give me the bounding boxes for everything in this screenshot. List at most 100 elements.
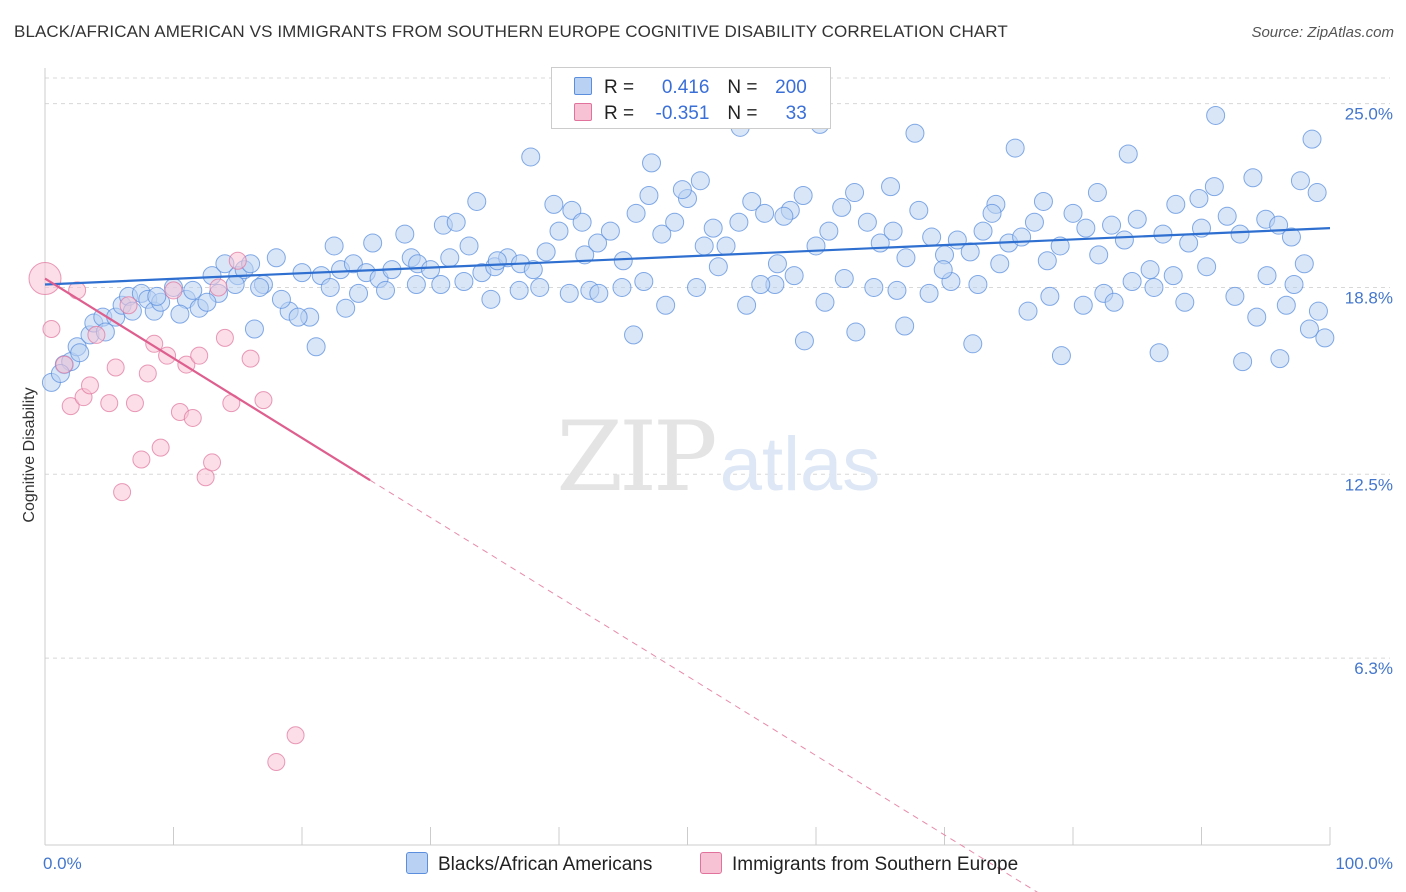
y-tick-labels: 6.3% 12.5% 18.8% 25.0% xyxy=(1345,105,1393,679)
data-point-blacks xyxy=(819,221,839,241)
data-point-blacks xyxy=(1040,286,1060,306)
data-point-blacks xyxy=(1005,138,1025,158)
data-point-blacks xyxy=(895,316,915,336)
data-point-blacks xyxy=(421,260,440,280)
data-point-blacks xyxy=(1050,236,1070,256)
data-point-blacks xyxy=(440,248,460,268)
data-point-blacks xyxy=(708,257,728,277)
data-point-blacks xyxy=(572,212,592,232)
data-point-blacks xyxy=(751,274,771,294)
data-point-blacks xyxy=(864,277,884,297)
data-point-immigrants xyxy=(215,328,234,347)
legend-swatch-blue xyxy=(574,77,592,95)
data-point-blacks xyxy=(784,266,804,286)
data-point-blacks xyxy=(266,248,286,268)
data-point-blacks xyxy=(324,236,344,256)
data-point-blacks xyxy=(905,123,925,143)
data-point-blacks xyxy=(1307,183,1327,203)
legend-item-blacks: Blacks/African Americans xyxy=(406,852,652,876)
data-point-immigrants xyxy=(164,281,183,300)
data-point-blacks xyxy=(846,322,866,342)
data-point-blacks xyxy=(1290,171,1310,191)
data-point-blacks xyxy=(933,260,953,280)
y-tick-label: 6.3% xyxy=(1354,659,1393,678)
data-point-blacks xyxy=(1114,230,1134,250)
series-blacks-points xyxy=(41,105,1335,392)
data-point-blacks xyxy=(755,203,775,223)
data-point-blacks xyxy=(271,289,291,309)
data-point-blacks xyxy=(1073,295,1093,315)
stats-legend: R = 0.416 N = 200 R = -0.351 N = 33 xyxy=(551,67,831,129)
data-point-blacks xyxy=(815,292,835,312)
data-point-blacks xyxy=(1012,227,1032,247)
y-axis-label: Cognitive Disability xyxy=(21,387,38,522)
legend-r-value: 0.416 xyxy=(661,77,710,98)
grid-lines xyxy=(45,77,1390,659)
trend-line-immigrants xyxy=(44,277,371,482)
data-point-blacks xyxy=(170,304,190,324)
data-point-blacks xyxy=(990,254,1010,274)
data-point-blacks xyxy=(656,295,676,315)
data-point-blacks xyxy=(481,289,501,309)
data-point-blacks xyxy=(639,186,659,206)
series-legend: Blacks/African Americans Immigrants from… xyxy=(0,852,1406,878)
data-point-blacks xyxy=(589,283,609,303)
data-point-blacks xyxy=(1206,105,1226,125)
data-point-blacks xyxy=(909,200,929,220)
page-title: BLACK/AFRICAN AMERICAN VS IMMIGRANTS FRO… xyxy=(14,22,1008,41)
data-point-blacks xyxy=(1102,215,1122,235)
x-tick-label-min: 0.0% xyxy=(43,854,82,873)
data-point-blacks xyxy=(523,260,543,280)
data-point-blacks xyxy=(1247,307,1267,327)
data-point-blacks xyxy=(703,218,723,238)
data-point-blacks xyxy=(509,280,529,300)
data-point-blacks xyxy=(968,274,988,294)
data-point-blacks xyxy=(613,251,633,271)
data-point-blacks xyxy=(612,277,632,297)
data-point-immigrants xyxy=(132,450,151,469)
data-point-blacks xyxy=(1175,292,1195,312)
data-point-blacks xyxy=(197,292,217,312)
data-point-immigrants xyxy=(209,278,228,297)
data-point-blacks xyxy=(1308,301,1328,321)
data-point-blacks xyxy=(1076,218,1096,238)
data-point-blacks xyxy=(559,283,579,303)
data-point-immigrants xyxy=(190,346,209,365)
data-point-blacks xyxy=(1189,188,1209,208)
data-point-blacks xyxy=(1140,260,1160,280)
data-point-blacks xyxy=(225,274,245,294)
data-point-blacks xyxy=(1197,257,1217,277)
data-point-blacks xyxy=(1024,212,1044,232)
data-point-blacks xyxy=(1104,292,1124,312)
data-point-immigrants xyxy=(113,483,132,502)
data-point-blacks xyxy=(857,212,877,232)
data-point-blacks xyxy=(487,251,507,271)
legend-swatch-pink xyxy=(700,852,722,874)
data-point-immigrants xyxy=(286,726,305,745)
data-point-blacks xyxy=(288,307,308,327)
data-point-blacks xyxy=(845,183,865,203)
data-point-blacks xyxy=(634,272,654,292)
data-point-blacks xyxy=(1302,129,1322,149)
data-point-blacks xyxy=(1315,328,1335,348)
data-point-blacks xyxy=(729,212,749,232)
data-point-blacks xyxy=(70,343,90,363)
data-point-blacks xyxy=(1089,245,1109,265)
legend-item-immigrants: Immigrants from Southern Europe xyxy=(700,852,1018,876)
data-point-blacks xyxy=(774,206,794,226)
data-point-blacks xyxy=(1284,274,1304,294)
data-point-blacks xyxy=(973,221,993,241)
data-point-blacks xyxy=(626,203,646,223)
axes xyxy=(44,68,1331,846)
data-point-blacks xyxy=(446,212,466,232)
data-point-blacks xyxy=(530,277,550,297)
data-point-blacks xyxy=(1179,233,1199,253)
data-point-blacks xyxy=(363,233,383,253)
data-point-blacks xyxy=(1217,206,1237,226)
data-point-blacks xyxy=(1243,168,1263,188)
data-point-blacks xyxy=(887,280,907,300)
data-point-blacks xyxy=(806,236,826,256)
legend-n-value: 200 xyxy=(775,77,807,98)
data-point-blacks xyxy=(1037,251,1057,271)
data-point-blacks xyxy=(1270,349,1290,369)
